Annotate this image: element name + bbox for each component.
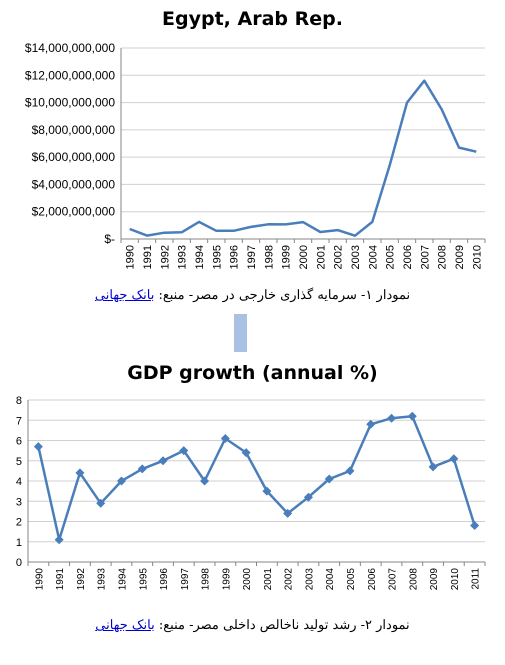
x-tick-label: 1993 [97, 568, 108, 591]
data-point [241, 448, 251, 458]
data-point [407, 411, 417, 421]
data-point [345, 466, 355, 476]
x-tick-label: 1999 [221, 568, 232, 591]
x-tick-label: 2004 [367, 245, 379, 269]
x-tick-label: 1991 [142, 245, 154, 269]
data-point [283, 508, 293, 518]
y-tick-label: 5 [16, 456, 22, 468]
chart1-title: Egypt, Arab Rep. [162, 8, 343, 30]
y-tick-label: 1 [16, 537, 22, 549]
x-tick-label: 1998 [201, 568, 212, 591]
x-tick-label: 2007 [388, 568, 399, 591]
x-tick-label: 2010 [471, 245, 483, 269]
caption-chart1: نمودار ۱- سرمایه گذاری خارجی در مصر- منب… [0, 288, 505, 303]
data-point [262, 486, 272, 496]
x-tick-label: 1991 [55, 568, 66, 591]
data-point [33, 442, 43, 452]
y-tick-label: 0 [16, 557, 22, 569]
y-tick-label: $2,000,000,000 [32, 205, 116, 219]
x-tick-label: 2010 [450, 568, 461, 591]
x-tick-label: 1990 [125, 245, 137, 269]
data-point [220, 433, 230, 443]
chart2-title: GDP growth (annual %) [127, 362, 378, 384]
x-tick-label: 2000 [242, 568, 253, 591]
x-tick-label: 2006 [367, 568, 378, 591]
connector-bar [234, 314, 247, 352]
series-line [129, 79, 477, 237]
x-tick-label: 1997 [246, 245, 258, 269]
caption2-source-link[interactable]: بانک جهانی [95, 618, 155, 633]
y-tick-label: 6 [16, 436, 22, 448]
y-tick-label: $6,000,000,000 [32, 150, 116, 164]
x-tick-label: 1997 [180, 568, 191, 591]
data-point [200, 476, 210, 486]
data-point [137, 464, 147, 474]
data-point [116, 476, 126, 486]
data-point [54, 535, 64, 545]
x-tick-label: 2009 [429, 568, 440, 591]
caption2-text: نمودار ۲- رشد تولید ناخالص داخلی مصر- من… [154, 618, 410, 633]
x-tick-label: 1993 [177, 245, 189, 269]
y-tick-label: $12,000,000,000 [25, 68, 115, 82]
y-tick-label: 3 [16, 496, 22, 508]
data-point [428, 462, 438, 472]
x-tick-label: 2009 [454, 245, 466, 269]
y-tick-label: $- [104, 232, 115, 246]
data-point [303, 492, 313, 502]
y-tick-label: $8,000,000,000 [32, 123, 116, 137]
data-point [158, 456, 168, 466]
x-tick-label: 1996 [229, 245, 241, 269]
caption1-source-link[interactable]: بانک جهانی [94, 288, 155, 303]
x-tick-label: 1995 [138, 568, 149, 591]
x-tick-label: 1994 [117, 568, 128, 591]
x-tick-label: 1995 [211, 245, 223, 269]
y-tick-label: $4,000,000,000 [32, 177, 116, 191]
x-tick-label: 2002 [284, 568, 295, 591]
data-point [75, 468, 85, 478]
y-tick-label: 8 [16, 395, 22, 407]
x-tick-label: 2007 [419, 245, 431, 269]
x-tick-label: 2006 [402, 245, 414, 269]
series-line [37, 414, 476, 541]
y-tick-label: 7 [16, 415, 22, 427]
data-point [387, 413, 397, 423]
x-tick-label: 2003 [350, 245, 362, 269]
x-tick-label: 1994 [194, 245, 206, 269]
x-tick-label: 2001 [315, 245, 327, 269]
caption-chart2: نمودار ۲- رشد تولید ناخالص داخلی مصر- من… [0, 618, 505, 633]
x-tick-label: 2001 [263, 568, 274, 591]
x-tick-label: 2004 [325, 568, 336, 591]
x-tick-label: 1998 [263, 245, 275, 269]
x-tick-label: 2008 [437, 245, 449, 269]
x-tick-label: 2011 [471, 568, 482, 590]
y-tick-label: $14,000,000,000 [25, 41, 115, 55]
x-tick-label: 2005 [385, 245, 397, 269]
x-tick-label: 2002 [333, 245, 345, 269]
data-point [179, 446, 189, 456]
x-tick-label: 1999 [281, 245, 293, 269]
data-point [470, 521, 480, 531]
x-tick-label: 2005 [346, 568, 357, 591]
x-tick-label: 2003 [304, 568, 315, 591]
y-tick-label: 2 [16, 517, 22, 529]
x-tick-label: 1992 [159, 245, 171, 269]
data-point [449, 454, 459, 464]
x-tick-label: 1992 [76, 568, 87, 591]
y-tick-label: $10,000,000,000 [25, 96, 115, 110]
fdi-line-chart: $- $2,000,000,000 $4,000,000,000 $6,000,000… [25, 41, 486, 269]
data-point [96, 498, 106, 508]
data-point [366, 419, 376, 429]
y-tick-label: 4 [16, 476, 22, 488]
x-tick-label: 1996 [159, 568, 170, 591]
x-tick-label: 1990 [34, 568, 45, 591]
x-tick-label: 2000 [298, 245, 310, 269]
caption1-text: نمودار ۱- سرمایه گذاری خارجی در مصر- منب… [154, 288, 411, 303]
data-point [324, 474, 334, 484]
x-tick-label: 2008 [408, 568, 419, 591]
